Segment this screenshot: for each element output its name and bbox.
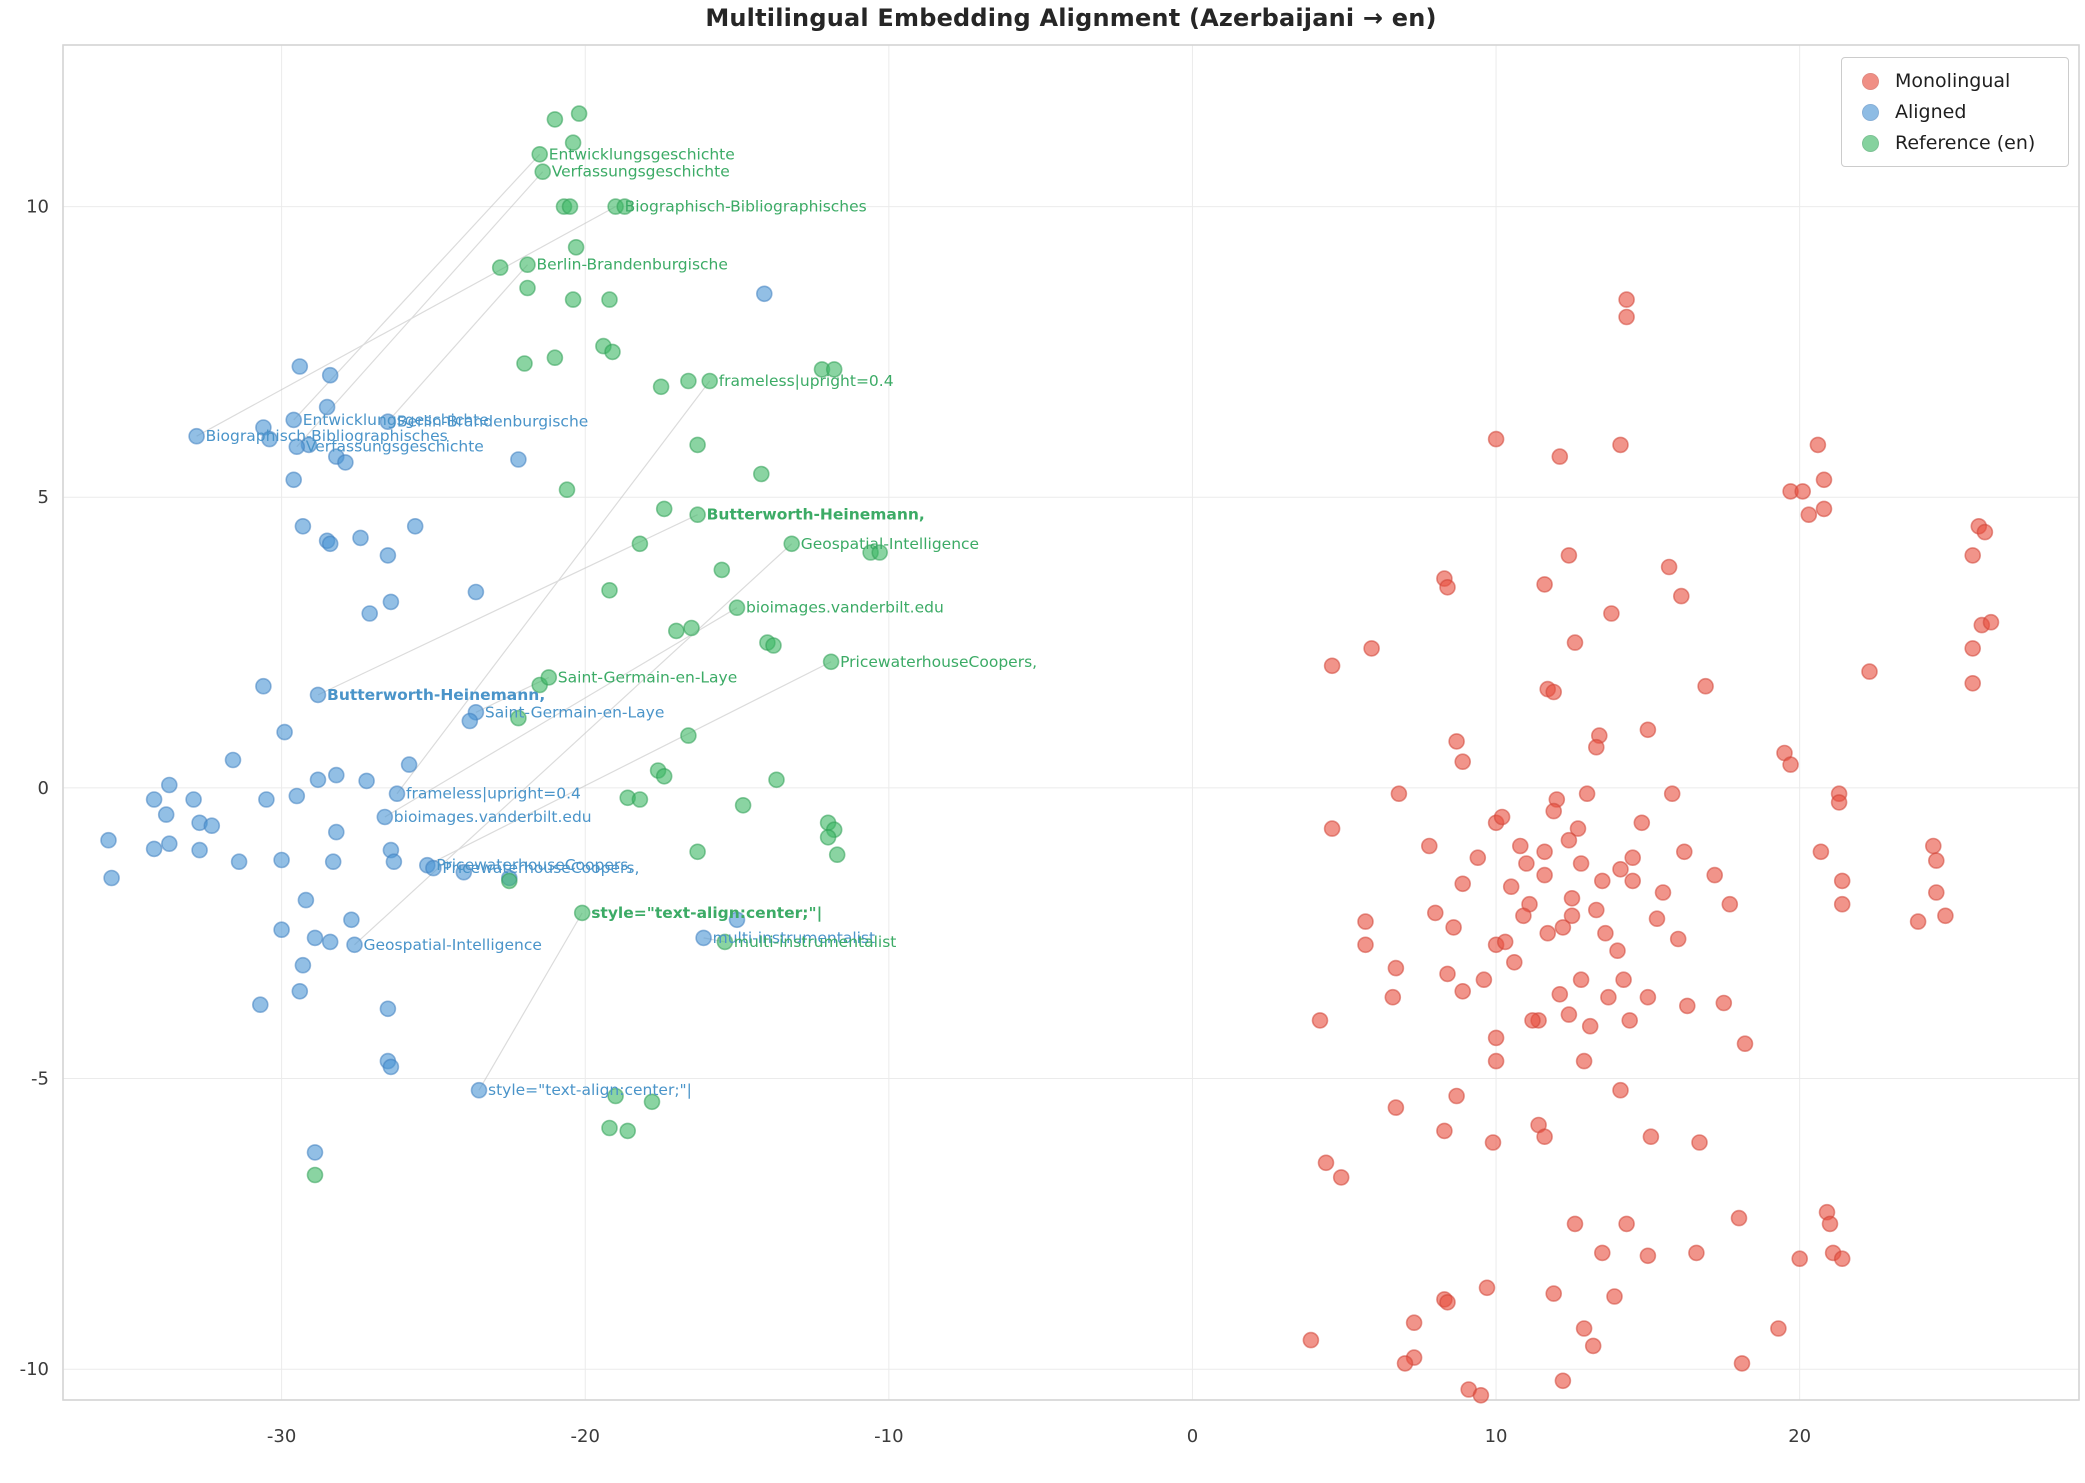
point-label: Entwicklungsgeschichte [549,145,735,163]
legend: Monolingual Aligned Reference (en) [1841,57,2069,167]
svg-text:20: 20 [1788,1426,1811,1447]
point-label: Saint-Germain-en-Laye [485,703,664,721]
y-tick-labels: -10 -5 0 5 10 [20,197,49,1381]
point-label: PricewaterhouseCoopers, [840,653,1037,671]
alignment-line [354,543,793,946]
legend-row-aligned: Aligned [1856,101,2054,123]
point-label: Berlin-Brandenburgische [537,256,728,274]
svg-text:0: 0 [38,778,49,799]
plot-area [63,45,2079,1400]
alignment-lines [196,153,832,1091]
plot-border [62,44,2080,1401]
labels-aligned: EntwicklungsgeschichteBerlin-Brandenburg… [206,411,876,1099]
x-tick-labels: -30 -20 -10 0 10 20 [267,1426,1811,1447]
alignment-line [296,171,544,448]
legend-row-monolingual: Monolingual [1856,70,2054,92]
series-reference-en- [306,105,889,1184]
chart-title: Multilingual Embedding Alignment (Azerba… [705,4,1437,32]
point-label: Verfassungsgeschichte [552,163,730,181]
svg-text:10: 10 [26,197,49,218]
monolingual-marker-icon [1862,72,1879,90]
point-label: multi-instrumentalist [713,929,876,947]
alignment-line [196,206,616,437]
svg-text:-10: -10 [20,1359,49,1380]
point-label: Berlin-Brandenburgische [397,413,588,431]
alignment-line [387,264,528,423]
labels-reference-en-: EntwicklungsgeschichteVerfassungsgeschic… [537,145,1038,951]
svg-text:-20: -20 [571,1426,600,1447]
alignment-line [427,661,832,866]
series-monolingual [1302,291,2000,1404]
point-label: Saint-Germain-en-Laye [558,668,737,686]
point-label: frameless|upright=0.4 [406,785,581,803]
point-label: multi-instrumentalist [734,933,897,951]
legend-row-reference: Reference (en) [1856,132,2054,154]
svg-text:10: 10 [1485,1426,1508,1447]
svg-text:5: 5 [38,487,49,508]
point-label: style="text-align:center;"| [488,1081,692,1099]
point-label: Geospatial-Intelligence [364,936,542,954]
legend-label-reference: Reference (en) [1895,132,2036,154]
point-label: Butterworth-Heinemann, [707,506,925,524]
svg-text:-10: -10 [874,1426,903,1447]
svg-text:-30: -30 [267,1426,296,1447]
point-label: Geospatial-Intelligence [801,535,979,553]
point-label: style="text-align:center;"| [591,904,822,923]
aligned-marker-icon [1862,103,1879,121]
point-label: PricewaterhouseCoopers, [442,859,639,877]
point-label: bioimages.vanderbilt.edu [746,599,944,617]
point-label: Verfassungsgeschichte [306,438,484,456]
reference-marker-icon [1862,134,1879,152]
point-label: Butterworth-Heinemann, [327,686,545,704]
point-label: Entwicklungsgeschichte [303,411,489,429]
svg-text:-5: -5 [31,1069,49,1090]
point-label: PricewaterhouseCoopers, [436,856,633,874]
series-aligned [100,285,773,1161]
point-label: bioimages.vanderbilt.edu [394,808,592,826]
legend-label-monolingual: Monolingual [1895,70,2011,92]
legend-label-aligned: Aligned [1895,101,1967,123]
svg-text:0: 0 [1187,1426,1198,1447]
alignment-line [478,912,583,1091]
point-label: Biographisch-Bibliographisches [206,427,448,445]
alignment-line [384,607,738,818]
point-label: Biographisch-Bibliographisches [625,198,867,216]
point-label: frameless|upright=0.4 [719,372,894,390]
alignment-line [396,380,711,795]
